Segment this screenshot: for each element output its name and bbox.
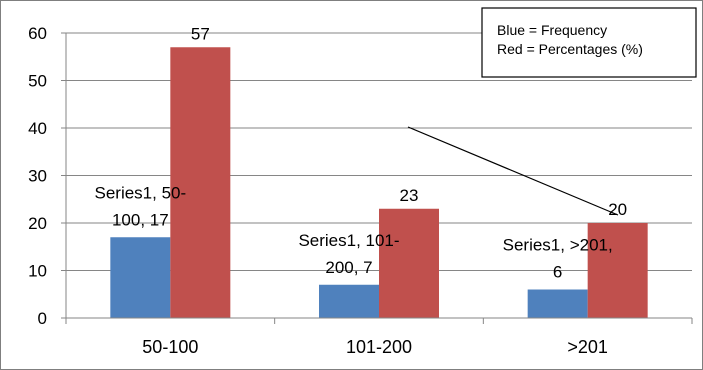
data-label-series2: 57 [191,24,210,43]
data-label-series1: Series1, 50- [94,183,186,202]
data-label-series2: 20 [608,200,627,219]
y-axis-tick-labels: 0 10 20 30 40 50 60 [28,24,47,328]
y-tick-label: 50 [28,72,47,91]
y-tick-label: 10 [28,262,47,281]
bar-series1->201 [527,289,588,318]
category-labels: 50-100 101-200 >201 [142,337,608,357]
data-label-series1: 200, 7 [325,258,372,277]
bars [110,47,648,318]
y-tick-label: 40 [28,119,47,138]
data-label-series1: Series1, >201, [503,236,613,255]
y-tick-label: 20 [28,214,47,233]
x-category-label: 50-100 [142,337,198,357]
bar-series2->201 [587,223,648,318]
y-tick-label: 30 [28,167,47,186]
bar-series1-101-200 [319,284,379,318]
y-tick-label: 60 [28,24,47,43]
bar-series1-50-100 [110,237,171,318]
legend-note-frame [481,7,697,78]
bar-series2-50-100 [170,47,231,318]
data-label-series2: 23 [400,186,419,205]
x-category-label: >201 [567,337,608,357]
annotation-line [407,126,619,216]
y-tick-label: 0 [38,309,47,328]
legend-note-line-1: Blue = Frequency [497,22,607,38]
bar-series2-101-200 [379,208,439,318]
data-label-series1: 100, 17 [112,210,169,229]
data-label-series1: 6 [553,263,562,282]
legend-note-line-2: Red = Percentages (%) [497,41,643,57]
data-label-series1: Series1, 101- [298,231,399,250]
data-labels: 57 Series1, 50- 100, 17 23 Series1, 101- 200,… [94,24,627,281]
axes [61,32,693,324]
legend-note-box: Blue = Frequency Red = Percentages (%) [481,7,697,78]
x-category-label: 101-200 [346,337,412,357]
